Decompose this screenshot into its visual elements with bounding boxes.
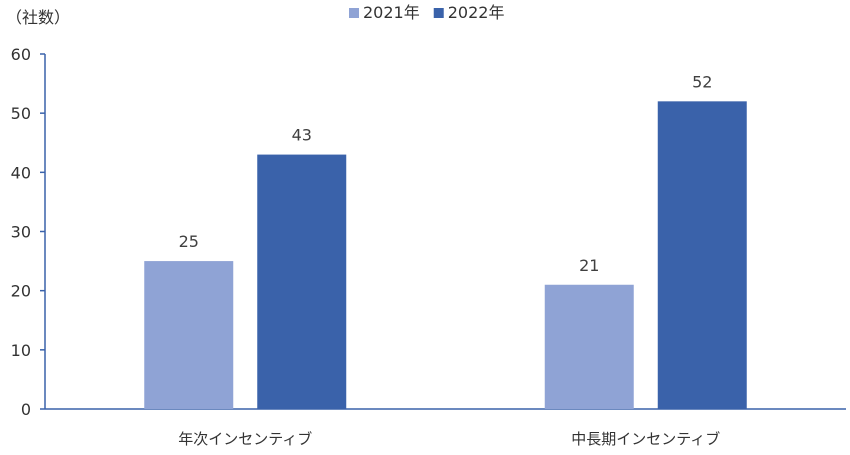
x-axis-labels: 年次インセンティブ 中長期インセンティブ [178,430,720,448]
bar [144,261,234,409]
y-tick-label: 40 [11,163,31,182]
data-labels: 25 43 21 52 [179,72,713,274]
bars [144,101,747,409]
y-axis-ticks: 0 10 20 30 40 50 60 [11,45,45,419]
bar [544,284,634,409]
y-tick-label: 30 [11,223,31,242]
y-tick-label: 0 [21,400,31,419]
x-category-label: 年次インセンティブ [178,430,312,448]
y-tick-label: 60 [11,45,31,64]
bar-value-label: 43 [292,126,312,145]
bar-value-label: 52 [692,72,712,91]
bar [257,154,347,409]
legend: 2021年 2022年 [349,3,504,22]
bar-value-label: 25 [179,232,199,251]
x-category-label: 中長期インセンティブ [571,430,720,448]
y-tick-label: 10 [11,341,31,360]
legend-label: 2022年 [448,3,505,22]
y-tick-label: 50 [11,104,31,123]
legend-swatch [433,8,444,18]
bar-value-label: 21 [579,256,599,275]
legend-swatch [349,8,359,18]
y-axis-unit-label: （社数） [6,8,70,27]
legend-label: 2021年 [363,3,420,22]
bar [657,101,747,409]
y-tick-label: 20 [11,282,31,301]
